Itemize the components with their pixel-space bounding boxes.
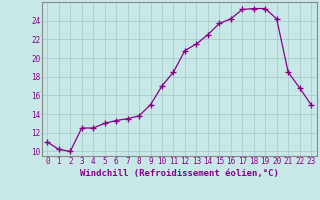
X-axis label: Windchill (Refroidissement éolien,°C): Windchill (Refroidissement éolien,°C) xyxy=(80,169,279,178)
